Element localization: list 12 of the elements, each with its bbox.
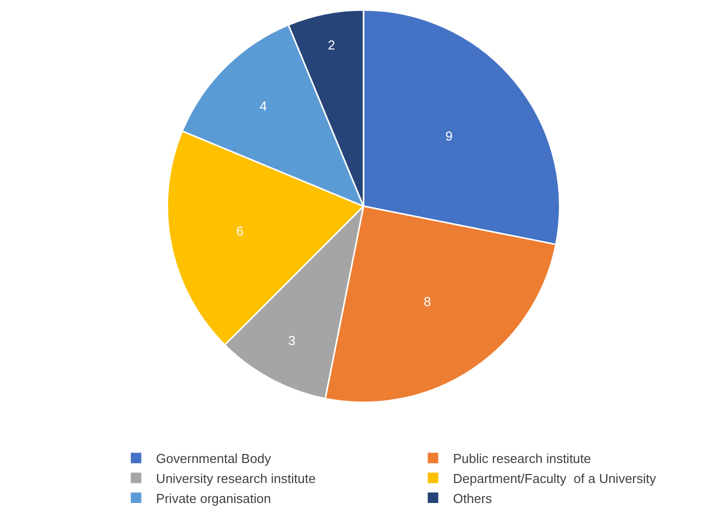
- legend-label: University research institute: [156, 470, 316, 486]
- legend-label: Private organisation: [156, 490, 271, 506]
- data-label: 3: [288, 332, 296, 348]
- data-label: 8: [424, 294, 431, 310]
- data-label: 9: [445, 128, 453, 144]
- legend-label: Department/Faculty of a University: [452, 470, 657, 486]
- legend-label: Public research institute: [452, 451, 592, 466]
- data-label: 2: [328, 38, 336, 53]
- data-label: 4: [260, 98, 267, 114]
- legend-label: Governmental Body: [156, 451, 272, 466]
- data-label: 6: [236, 223, 244, 238]
- legend-label: Others: [452, 490, 493, 506]
